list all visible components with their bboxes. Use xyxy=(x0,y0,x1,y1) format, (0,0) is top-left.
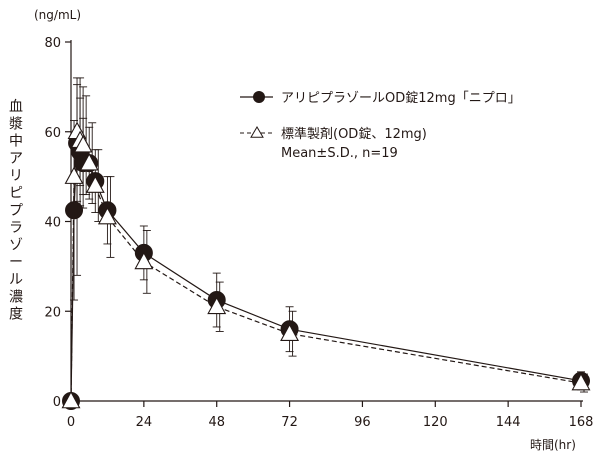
data-point xyxy=(207,296,227,315)
legend-label-2: 標準製剤(OD錠、12mg) xyxy=(281,126,427,142)
data-point xyxy=(280,323,300,341)
y-axis-label-char: ピ xyxy=(9,186,23,202)
series-2 xyxy=(61,77,591,409)
y-axis-label-char: プ xyxy=(9,203,23,219)
data-point xyxy=(85,175,105,193)
x-tick-label: 72 xyxy=(281,415,298,430)
axes: 0 20 40 60 80 0 24 48 72 96 120 144 168 xyxy=(44,36,593,430)
y-axis-label-char: 濃 xyxy=(9,289,23,305)
series-line xyxy=(70,142,582,402)
y-axis-label-char: 中 xyxy=(9,134,23,150)
legend-note: Mean±S.D., n=19 xyxy=(281,146,398,161)
y-axis-label-char: 血 xyxy=(9,99,23,115)
x-tick-label: 24 xyxy=(136,415,153,430)
y-tick-label: 0 xyxy=(53,395,61,410)
y-tick-label: 60 xyxy=(44,126,61,141)
y-tick-label: 20 xyxy=(44,305,61,320)
data-point xyxy=(79,153,99,171)
x-tick-label: 96 xyxy=(354,415,371,430)
x-tick-label: 48 xyxy=(208,415,225,430)
legend: アリピプラゾールOD錠12mg「ニプロ」標準製剤(OD錠、12mg) Mean±S… xyxy=(240,91,521,161)
y-axis-label-char: ラ xyxy=(9,220,23,236)
data-point xyxy=(65,201,84,220)
series-layer xyxy=(61,77,591,410)
data-point xyxy=(134,251,154,270)
y-tick-label: 40 xyxy=(44,216,61,231)
y-axis-label-char: ー xyxy=(9,255,23,271)
y-axis-label-char: ル xyxy=(9,272,23,288)
y-axis-label-char: ア xyxy=(9,151,23,167)
legend-marker-2 xyxy=(250,126,264,138)
y-axis-label-char: 漿 xyxy=(9,116,23,132)
data-point xyxy=(571,372,591,391)
data-point xyxy=(73,135,93,153)
x-tick-label: 120 xyxy=(423,415,448,430)
legend-marker-1 xyxy=(253,91,265,103)
x-unit-label: 時間(hr) xyxy=(530,438,576,452)
y-tick-label: 80 xyxy=(44,36,61,51)
y-unit-label: (ng/mL) xyxy=(34,8,81,22)
data-point xyxy=(64,166,84,184)
data-point xyxy=(97,206,117,225)
y-axis-label-char: ゾ xyxy=(9,237,23,253)
x-tick-label: 168 xyxy=(569,415,594,430)
data-point xyxy=(61,390,81,409)
y-axis-label-char: リ xyxy=(9,168,23,184)
x-tick-label: 144 xyxy=(496,415,521,430)
legend-label-1: アリピプラゾールOD錠12mg「ニプロ」 xyxy=(281,91,521,106)
y-axis-label-char: 度 xyxy=(9,307,23,323)
x-tick-label: 0 xyxy=(67,415,75,430)
